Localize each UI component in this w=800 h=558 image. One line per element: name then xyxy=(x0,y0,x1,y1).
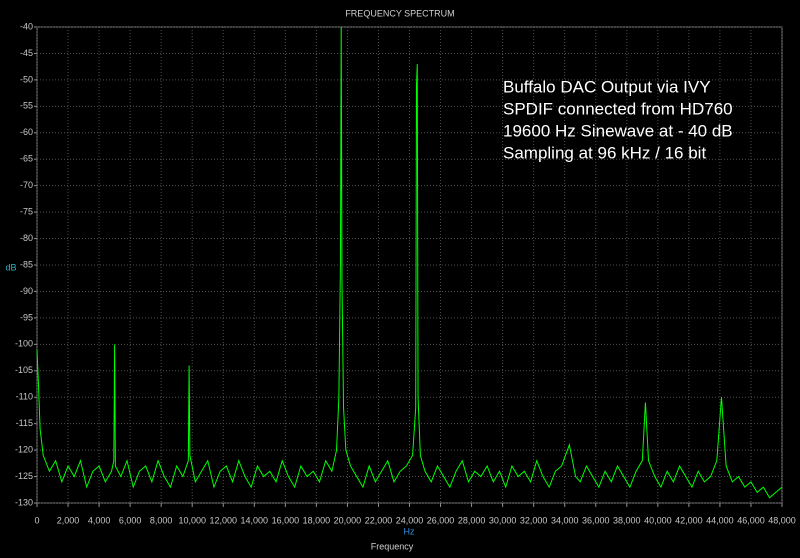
x-tick-label: 18,000 xyxy=(303,515,331,525)
x-tick-label: 24,000 xyxy=(396,515,424,525)
y-tick-label: -40 xyxy=(20,21,33,31)
y-tick-label: -45 xyxy=(20,48,33,58)
y-tick-label: -75 xyxy=(20,206,33,216)
x-tick-label: 0 xyxy=(34,515,39,525)
y-tick-label: -130 xyxy=(15,497,33,507)
x-tick-label: 8,000 xyxy=(150,515,173,525)
y-tick-label: -95 xyxy=(20,312,33,322)
x-tick-label: 2,000 xyxy=(57,515,80,525)
y-axis-label: dB xyxy=(5,262,16,272)
x-tick-label: 30,000 xyxy=(489,515,517,525)
spectrum-line xyxy=(36,26,783,499)
annotation: SPDIF connected from HD760 xyxy=(503,99,733,118)
x-tick-label: 28,000 xyxy=(458,515,486,525)
annotation: Buffalo DAC Output via IVY xyxy=(503,77,711,96)
y-tick-label: -80 xyxy=(20,233,33,243)
y-tick-label: -90 xyxy=(20,286,33,296)
y-tick-label: -105 xyxy=(15,365,33,375)
y-tick-label: -55 xyxy=(20,101,33,111)
x-tick-label: 46,000 xyxy=(737,515,765,525)
x-tick-label: 44,000 xyxy=(706,515,734,525)
x-tick-label: 16,000 xyxy=(272,515,300,525)
y-tick-label: -50 xyxy=(20,74,33,84)
x-tick-label: 4,000 xyxy=(88,515,111,525)
y-tick-label: -85 xyxy=(20,259,33,269)
x-tick-label: 22,000 xyxy=(365,515,393,525)
annotation: 19600 Hz Sinewave at - 40 dB xyxy=(503,121,733,140)
y-tick-label: -110 xyxy=(16,392,33,402)
x-tick-label: 36,000 xyxy=(582,515,610,525)
x-tick-label: 20,000 xyxy=(334,515,362,525)
x-tick-label: 40,000 xyxy=(644,515,672,525)
y-tick-label: -70 xyxy=(20,180,33,190)
x-tick-label: 10,000 xyxy=(178,515,206,525)
x-tick-label: 42,000 xyxy=(675,515,703,525)
x-tick-label: 34,000 xyxy=(551,515,579,525)
y-tick-label: -100 xyxy=(15,339,33,349)
y-tick-label: -120 xyxy=(15,444,33,454)
x-tick-label: 12,000 xyxy=(209,515,237,525)
x-tick-label: 38,000 xyxy=(613,515,641,525)
x-tick-label: 48,000 xyxy=(768,515,796,525)
y-tick-label: -115 xyxy=(16,418,33,428)
x-tick-label: 26,000 xyxy=(427,515,455,525)
y-tick-label: -125 xyxy=(15,471,33,481)
x-tick-label: 6,000 xyxy=(119,515,142,525)
x-tick-label: 14,000 xyxy=(241,515,269,525)
x-axis-unit: Hz xyxy=(404,526,415,536)
chart-title: FREQUENCY SPECTRUM xyxy=(345,8,454,18)
y-tick-label: -60 xyxy=(20,127,33,137)
y-tick-label: -65 xyxy=(20,154,33,164)
annotation: Sampling at 96 kHz / 16 bit xyxy=(503,143,706,162)
x-tick-label: 32,000 xyxy=(520,515,548,525)
x-axis-label: Frequency xyxy=(371,541,414,551)
